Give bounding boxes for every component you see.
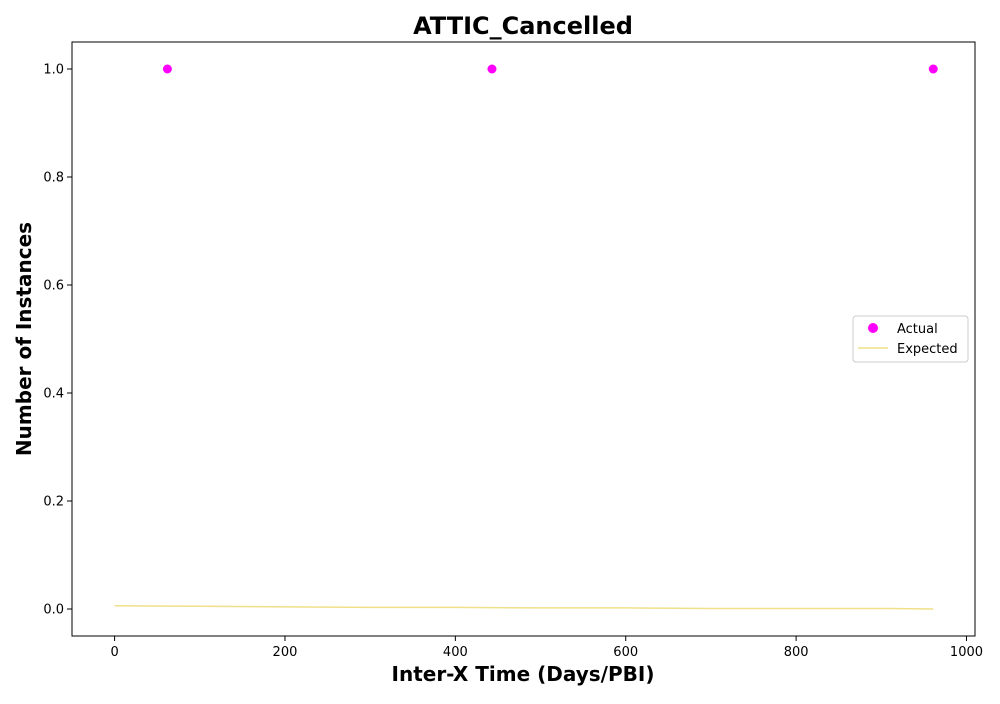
y-tick-label: 0.4 — [43, 387, 64, 402]
legend-actual-marker — [868, 323, 878, 333]
y-tick-label: 1.0 — [43, 63, 64, 78]
expected-line — [114, 605, 934, 610]
legend-actual-label: Actual — [897, 322, 938, 337]
y-tick-label: 0.0 — [43, 603, 64, 618]
actual-series — [162, 64, 938, 74]
expected-series — [114, 605, 934, 610]
x-tick-label: 1000 — [950, 645, 983, 660]
y-tick-label: 0.6 — [43, 279, 64, 294]
plot-background — [72, 42, 975, 636]
legend: Actual Expected — [852, 315, 969, 363]
y-axis-title: Number of Instances — [12, 222, 36, 456]
plot-frame — [71, 41, 976, 637]
x-axis-title: Inter-X Time (Days/PBI) — [392, 662, 655, 686]
x-axis-ticks: 0 200 400 600 800 1000 — [110, 636, 983, 660]
x-tick-label: 800 — [784, 645, 809, 660]
actual-point — [487, 64, 497, 74]
x-tick-label: 200 — [273, 645, 298, 660]
x-tick-label: 0 — [110, 645, 118, 660]
actual-point — [928, 64, 938, 74]
legend-expected-label: Expected — [897, 342, 958, 357]
y-tick-label: 0.8 — [43, 171, 64, 186]
x-tick-label: 400 — [443, 645, 468, 660]
actual-point — [162, 64, 172, 74]
legend-box — [852, 315, 969, 363]
chart-title: ATTIC_Cancelled — [413, 12, 633, 40]
x-tick-label: 600 — [613, 645, 638, 660]
y-axis-ticks: 0.0 0.2 0.4 0.6 0.8 1.0 — [43, 63, 72, 618]
y-tick-label: 0.2 — [43, 495, 64, 510]
